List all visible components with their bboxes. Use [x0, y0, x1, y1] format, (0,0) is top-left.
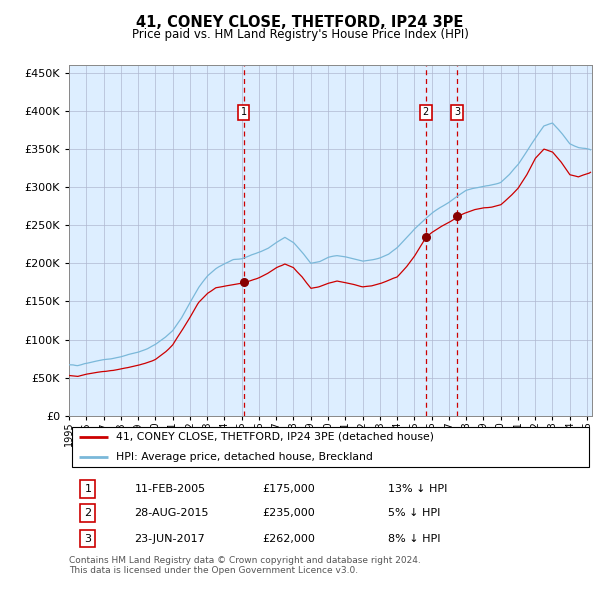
- FancyBboxPatch shape: [71, 427, 589, 467]
- Text: 5% ↓ HPI: 5% ↓ HPI: [388, 509, 440, 518]
- Text: 28-AUG-2015: 28-AUG-2015: [134, 509, 209, 518]
- Text: Price paid vs. HM Land Registry's House Price Index (HPI): Price paid vs. HM Land Registry's House …: [131, 28, 469, 41]
- Text: 41, CONEY CLOSE, THETFORD, IP24 3PE (detached house): 41, CONEY CLOSE, THETFORD, IP24 3PE (det…: [116, 432, 434, 442]
- Text: This data is licensed under the Open Government Licence v3.0.: This data is licensed under the Open Gov…: [69, 566, 358, 575]
- Text: 1: 1: [241, 107, 247, 117]
- Text: Contains HM Land Registry data © Crown copyright and database right 2024.: Contains HM Land Registry data © Crown c…: [69, 556, 421, 565]
- Text: 23-JUN-2017: 23-JUN-2017: [134, 533, 205, 543]
- Text: 3: 3: [85, 533, 91, 543]
- Text: 2: 2: [422, 107, 429, 117]
- Text: 1: 1: [85, 484, 91, 494]
- Text: 11-FEB-2005: 11-FEB-2005: [134, 484, 206, 494]
- Text: 3: 3: [454, 107, 460, 117]
- Text: 2: 2: [84, 509, 91, 518]
- Text: £262,000: £262,000: [263, 533, 316, 543]
- Text: 13% ↓ HPI: 13% ↓ HPI: [388, 484, 448, 494]
- Text: 41, CONEY CLOSE, THETFORD, IP24 3PE: 41, CONEY CLOSE, THETFORD, IP24 3PE: [136, 15, 464, 30]
- Text: HPI: Average price, detached house, Breckland: HPI: Average price, detached house, Brec…: [116, 452, 373, 462]
- Text: £175,000: £175,000: [263, 484, 316, 494]
- Text: 8% ↓ HPI: 8% ↓ HPI: [388, 533, 440, 543]
- Text: £235,000: £235,000: [263, 509, 316, 518]
